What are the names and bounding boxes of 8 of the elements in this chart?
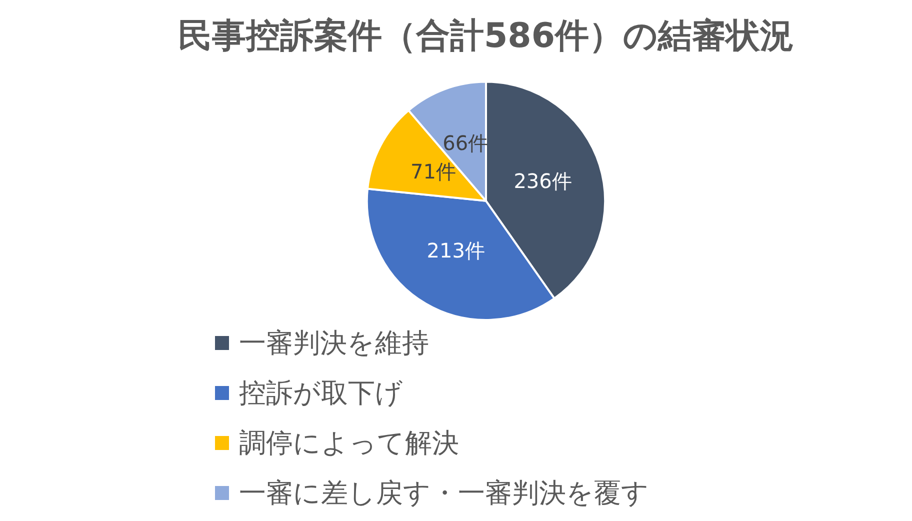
legend-label: 一審判決を維持 xyxy=(239,327,429,361)
data-label: 213件 xyxy=(426,238,485,262)
legend-label: 一審に差し戻す・一審判決を覆す xyxy=(239,477,649,511)
data-label: 236件 xyxy=(514,169,572,194)
legend-label: 控訴が取下げ xyxy=(239,377,403,411)
legend-label: 調停によって解決 xyxy=(239,427,459,461)
data-label: 71件 xyxy=(410,159,456,184)
chart-title: 民事控訴案件（合計586件）の結審状況 xyxy=(178,16,794,56)
